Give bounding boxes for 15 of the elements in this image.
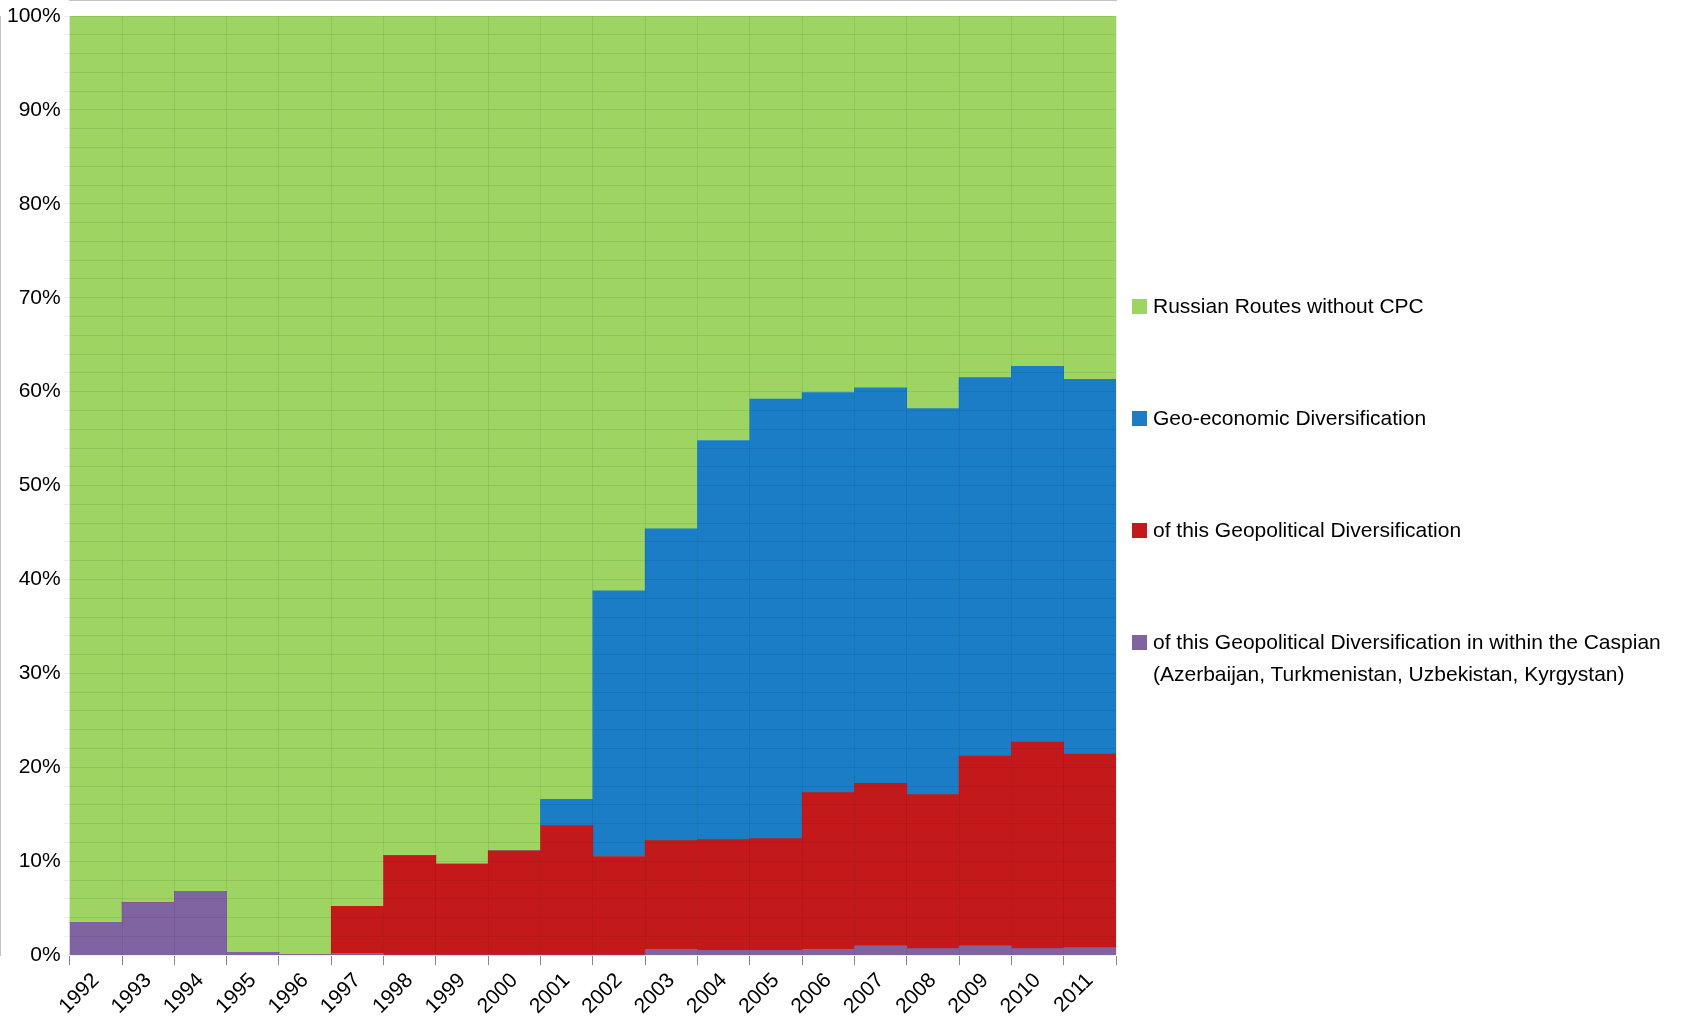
y-tick-label: 100% — [6, 2, 61, 26]
y-tick-label: 90% — [18, 96, 61, 120]
y-tick-label: 50% — [18, 472, 61, 496]
legend-label: Russian Routes without CPC — [1153, 293, 1424, 319]
y-tick-label: 40% — [18, 566, 61, 590]
y-tick-label: 30% — [18, 660, 61, 684]
y-tick-label: 0% — [30, 941, 61, 965]
y-tick-label: 70% — [18, 284, 61, 308]
legend-label: Geo-economic Diversification — [1153, 405, 1427, 431]
y-tick-label: 20% — [18, 754, 61, 778]
y-tick-label: 60% — [18, 378, 61, 402]
legend-label: of this Geopolitical Diversification in within the Caspian (Azerbaijan, Turkmenistan, Uzbekistan, Kyrgystan) — [1153, 629, 1662, 687]
y-tick-label: 10% — [18, 848, 61, 872]
legend-label: of this Geopolitical Diversification — [1153, 517, 1462, 543]
y-tick-label: 80% — [18, 190, 61, 214]
